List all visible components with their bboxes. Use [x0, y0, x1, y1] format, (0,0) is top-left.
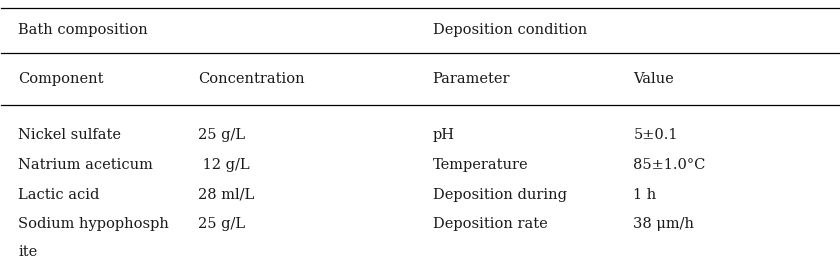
Text: Deposition rate: Deposition rate	[433, 217, 548, 231]
Text: 85±1.0°C: 85±1.0°C	[633, 158, 706, 172]
Text: Concentration: Concentration	[198, 72, 305, 86]
Text: Temperature: Temperature	[433, 158, 528, 172]
Text: 12 g/L: 12 g/L	[198, 158, 249, 172]
Text: Component: Component	[18, 72, 103, 86]
Text: 1 h: 1 h	[633, 188, 657, 201]
Text: Natrium aceticum: Natrium aceticum	[18, 158, 153, 172]
Text: 25 g/L: 25 g/L	[198, 217, 245, 231]
Text: Bath composition: Bath composition	[18, 23, 148, 37]
Text: Value: Value	[633, 72, 675, 86]
Text: Sodium hypophosph: Sodium hypophosph	[18, 217, 169, 231]
Text: ite: ite	[18, 245, 38, 258]
Text: 25 g/L: 25 g/L	[198, 128, 245, 142]
Text: 38 μm/h: 38 μm/h	[633, 217, 695, 231]
Text: 28 ml/L: 28 ml/L	[198, 188, 255, 201]
Text: pH: pH	[433, 128, 454, 142]
Text: 5±0.1: 5±0.1	[633, 128, 678, 142]
Text: Lactic acid: Lactic acid	[18, 188, 99, 201]
Text: Deposition condition: Deposition condition	[433, 23, 587, 37]
Text: Nickel sulfate: Nickel sulfate	[18, 128, 121, 142]
Text: Deposition during: Deposition during	[433, 188, 566, 201]
Text: Parameter: Parameter	[433, 72, 510, 86]
